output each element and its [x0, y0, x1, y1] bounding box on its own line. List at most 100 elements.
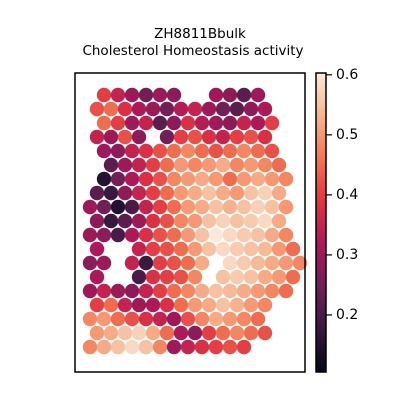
spot [257, 129, 273, 145]
chart-subtitle: Cholesterol Homeostasis activity [82, 43, 303, 59]
spot [159, 325, 175, 341]
spot [264, 199, 280, 215]
spot [187, 297, 203, 313]
spot [208, 283, 224, 299]
spot [152, 199, 168, 215]
spot [180, 283, 196, 299]
spot [89, 213, 105, 229]
spot [82, 283, 98, 299]
spot [89, 129, 105, 145]
spot [264, 283, 280, 299]
spot [173, 129, 189, 145]
spot [131, 325, 147, 341]
spot [96, 255, 112, 271]
spot [124, 255, 140, 271]
spot [250, 283, 266, 299]
spot [194, 115, 210, 131]
spot [201, 185, 217, 201]
spot [82, 339, 98, 355]
spot [173, 241, 189, 257]
spot [131, 101, 147, 117]
spot [243, 213, 259, 229]
spot [208, 87, 224, 103]
spot [166, 143, 182, 159]
spot [250, 311, 266, 327]
spot [124, 115, 140, 131]
spot [96, 199, 112, 215]
spot [222, 115, 238, 131]
spot [166, 339, 182, 355]
spot [103, 185, 119, 201]
spot [103, 101, 119, 117]
spot [243, 157, 259, 173]
spot [180, 171, 196, 187]
spot [96, 87, 112, 103]
spot [89, 297, 105, 313]
spot [110, 115, 126, 131]
spot [257, 213, 273, 229]
spot [180, 199, 196, 215]
spot [166, 115, 182, 131]
spot [236, 171, 252, 187]
spot [271, 157, 287, 173]
spot [117, 297, 133, 313]
spot [159, 297, 175, 313]
spot [96, 143, 112, 159]
spot [215, 241, 231, 257]
spot [138, 227, 154, 243]
spot [166, 283, 182, 299]
spot [222, 255, 238, 271]
spot [96, 311, 112, 327]
spot [103, 297, 119, 313]
spot [117, 213, 133, 229]
spot [110, 283, 126, 299]
spot [173, 297, 189, 313]
spot [96, 227, 112, 243]
colorbar-tick-label: 0.6 [336, 67, 358, 83]
spot [215, 213, 231, 229]
colorbar-tick-label: 0.5 [336, 127, 358, 143]
spot [222, 283, 238, 299]
spot [208, 143, 224, 159]
spot [145, 325, 161, 341]
spot [257, 269, 273, 285]
spot [103, 129, 119, 145]
spot [124, 199, 140, 215]
spot [201, 129, 217, 145]
spot [236, 311, 252, 327]
spot [243, 129, 259, 145]
spot [145, 297, 161, 313]
spot [236, 227, 252, 243]
spot [145, 157, 161, 173]
spot [236, 255, 252, 271]
spot [257, 325, 273, 341]
spot [124, 227, 140, 243]
spot [229, 129, 245, 145]
spot [257, 157, 273, 173]
spot [222, 143, 238, 159]
spot [271, 185, 287, 201]
spot [250, 227, 266, 243]
spot [110, 227, 126, 243]
spot [201, 213, 217, 229]
spot [215, 269, 231, 285]
spot [103, 157, 119, 173]
spot [96, 283, 112, 299]
spot [96, 339, 112, 355]
spot [180, 255, 196, 271]
spot [229, 297, 245, 313]
spot [152, 339, 168, 355]
spot [250, 171, 266, 187]
spot [215, 325, 231, 341]
spot [152, 171, 168, 187]
spot [138, 199, 154, 215]
spot [187, 269, 203, 285]
spot [194, 171, 210, 187]
spot [278, 199, 294, 215]
spot [236, 199, 252, 215]
spot [229, 185, 245, 201]
spot [159, 213, 175, 229]
spot [194, 311, 210, 327]
spot [264, 255, 280, 271]
